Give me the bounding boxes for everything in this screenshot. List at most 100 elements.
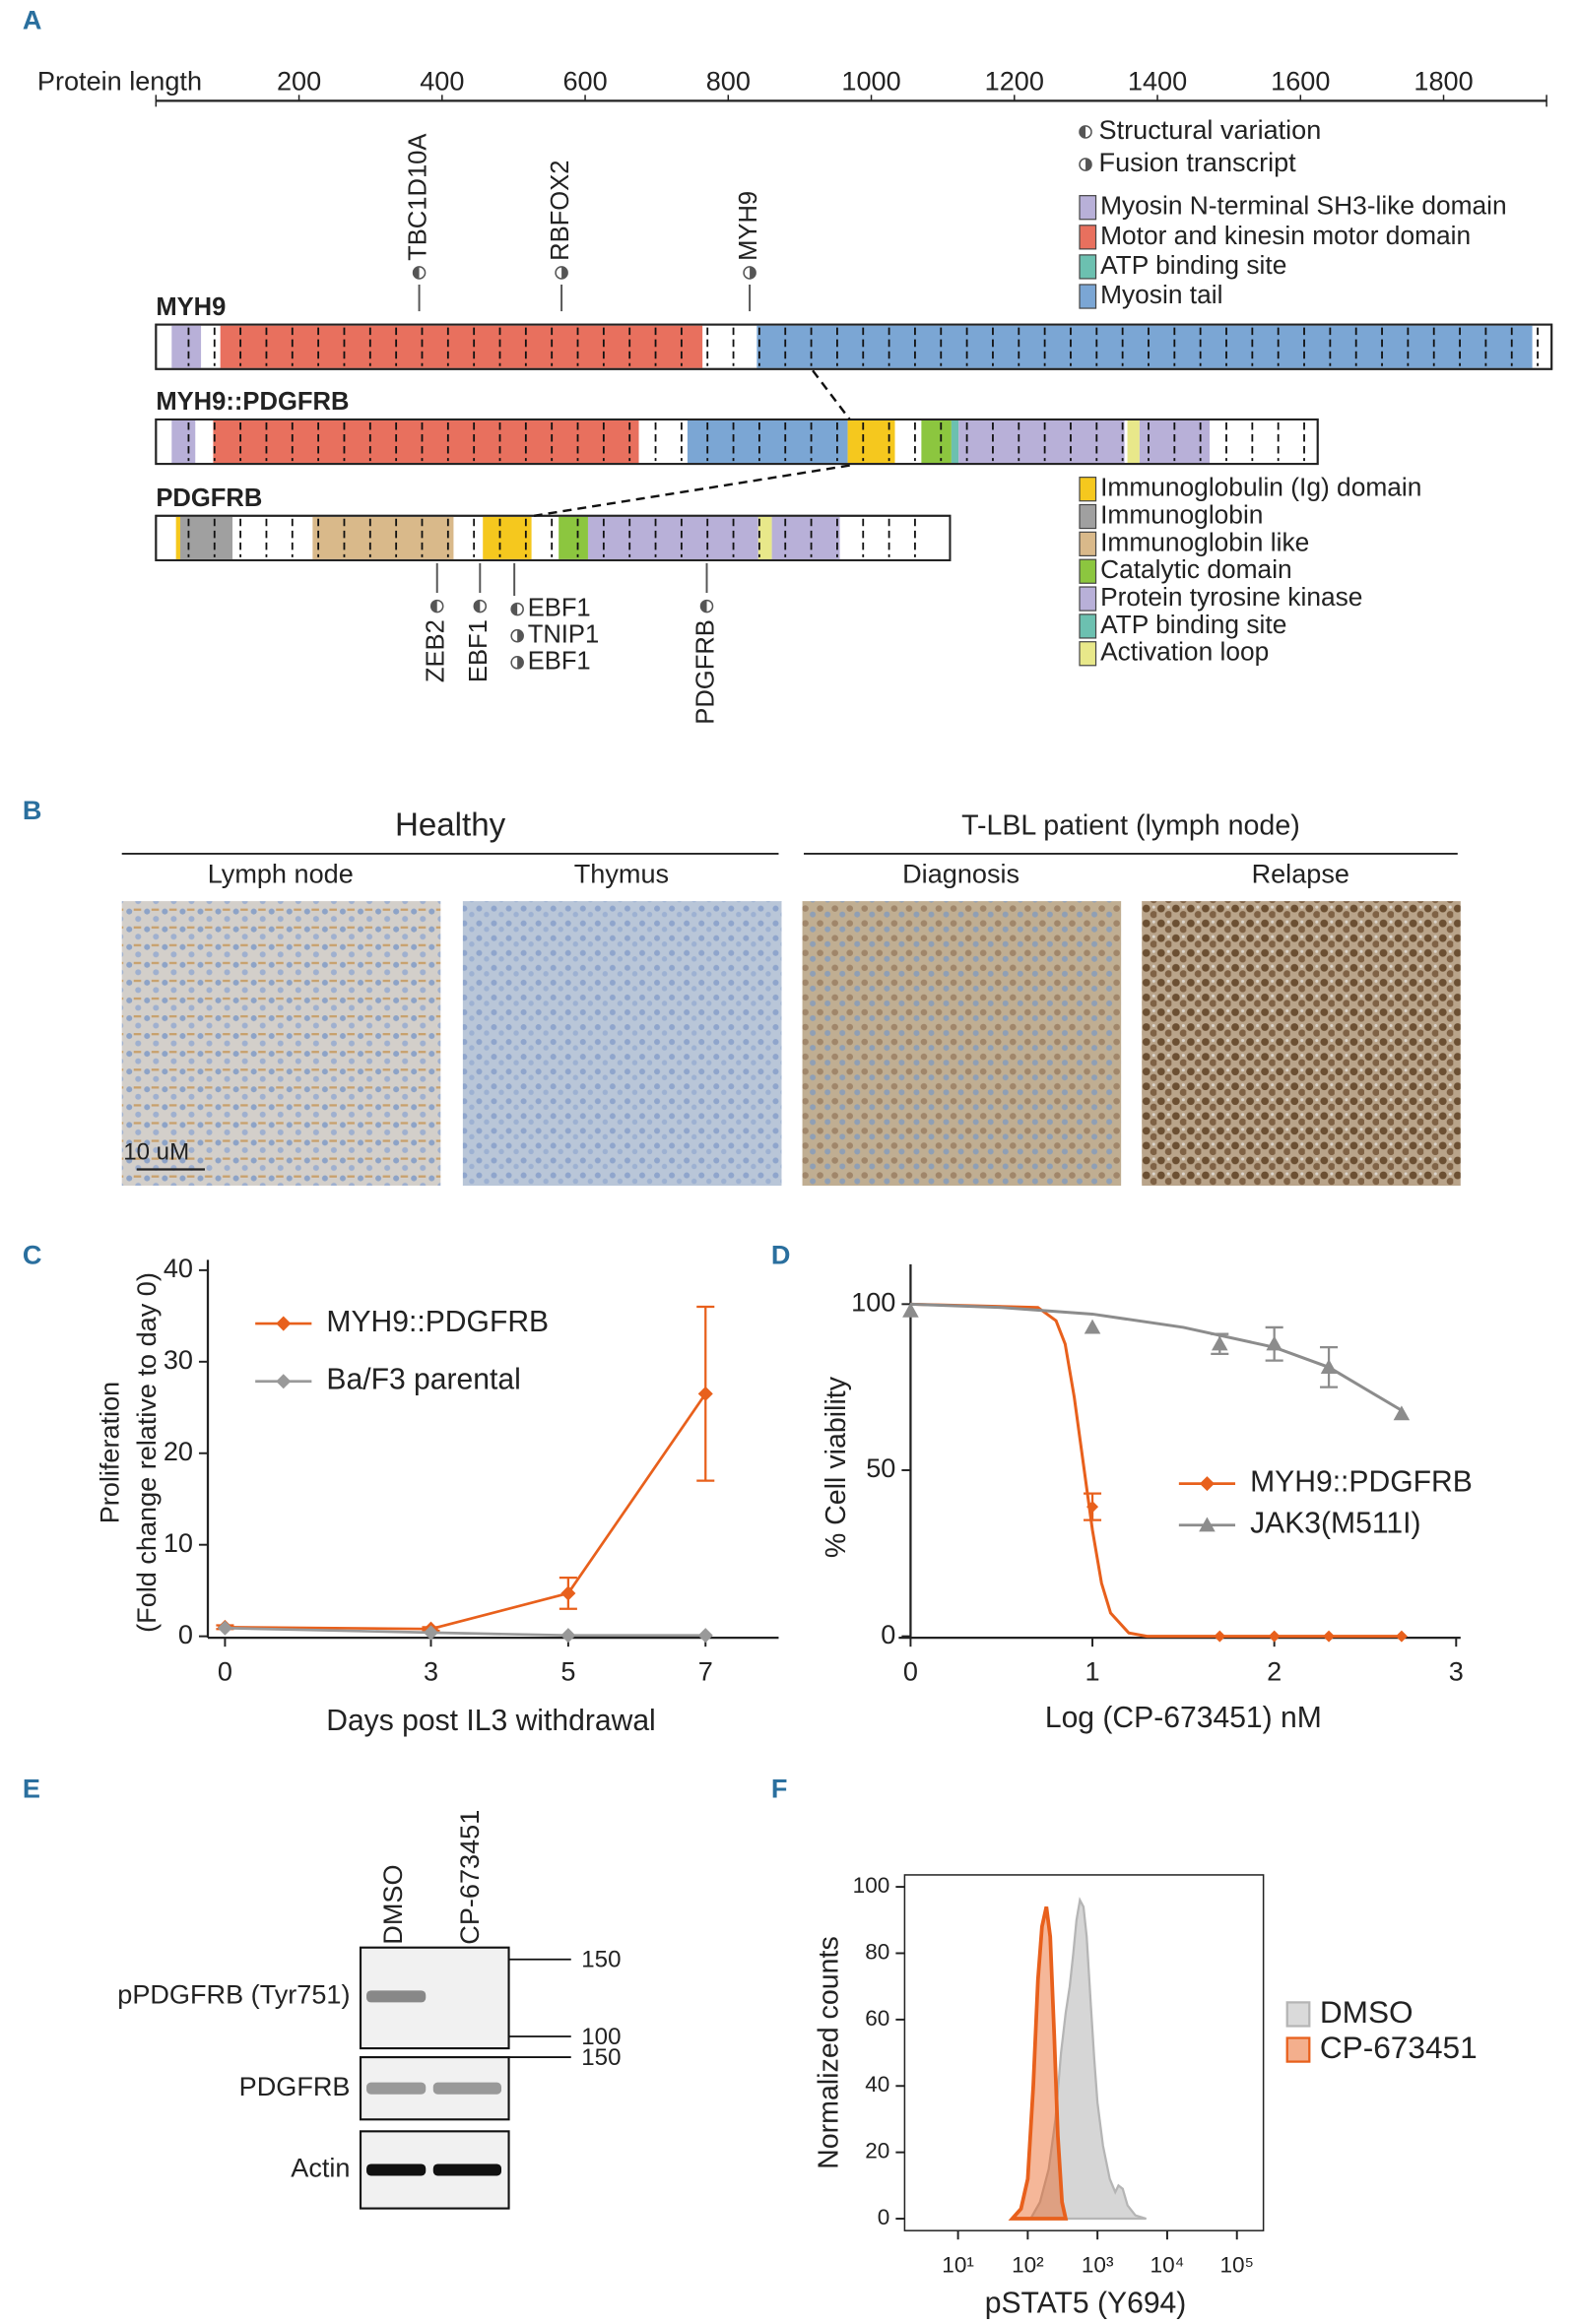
legend-label: CP-673451 [1320, 2030, 1478, 2065]
x-axis-label: pSTAT5 (Y694) [985, 2287, 1187, 2319]
data-point [560, 1628, 576, 1644]
variant-icon [517, 629, 524, 642]
x-tick-label: 10⁵ [1219, 2252, 1253, 2277]
tick-label: 800 [706, 65, 751, 96]
legend-label: Immunoglobulin (Ig) domain [1100, 473, 1421, 502]
data-point [1266, 1335, 1282, 1351]
domain [312, 516, 454, 559]
legend-marker [276, 1374, 292, 1389]
histology-image [1142, 901, 1461, 1187]
fusion-link [812, 369, 851, 420]
band [366, 1990, 427, 2003]
x-tick-label: 1 [1085, 1655, 1100, 1686]
panel-label: F [771, 1773, 788, 1803]
y-tick-label: 60 [865, 2006, 889, 2031]
blot-label: pPDGFRB (Tyr751) [117, 1979, 350, 2010]
panel-label: D [771, 1239, 791, 1269]
y-axis-label: Proliferation [94, 1382, 124, 1524]
domain [1127, 420, 1140, 464]
marker-label: 150 [581, 2044, 621, 2071]
annotation-label: TNIP1 [528, 620, 600, 648]
domain [958, 420, 1125, 464]
legend-swatch [1079, 225, 1097, 250]
tick-label: 600 [562, 65, 607, 96]
y-tick-label: 20 [164, 1436, 193, 1466]
x-tick-label: 3 [1449, 1655, 1464, 1686]
domain [213, 420, 639, 464]
legend-label: Protein tyrosine kinase [1100, 582, 1362, 612]
legend-swatch [1079, 641, 1097, 667]
domain [757, 516, 772, 559]
annotation-label: EBF1 [465, 619, 493, 682]
data-point [1395, 1630, 1408, 1643]
x-tick-label: 10¹ [942, 2252, 974, 2277]
x-axis-label: Log (CP-673451) nM [1045, 1702, 1322, 1734]
y-tick-label: 20 [865, 2139, 889, 2163]
legend-label: MYH9::PDGFRB [1250, 1466, 1473, 1499]
series-line [225, 1392, 707, 1631]
domain [687, 420, 848, 464]
x-tick-label: 3 [424, 1655, 438, 1686]
protein-name: PDGFRB [156, 484, 262, 512]
band [432, 2163, 502, 2176]
legend-swatch [1079, 531, 1097, 557]
annotation-label: ZEB2 [422, 619, 449, 682]
annotation-label: EBF1 [528, 594, 591, 621]
image-title: Diagnosis [902, 859, 1019, 889]
variant-icon [430, 600, 437, 613]
tick-label: 1200 [985, 65, 1044, 96]
band [432, 2082, 502, 2095]
group-title: Healthy [395, 807, 506, 844]
y-tick-label: 50 [866, 1452, 895, 1483]
legend-label: Activation loop [1100, 637, 1269, 667]
density-area [1008, 1905, 1069, 2221]
protein-outline [155, 323, 1553, 370]
blot-label: Actin [291, 2153, 350, 2183]
variant-icon [1085, 159, 1092, 171]
data-point [1393, 1405, 1411, 1421]
tick-label: 200 [277, 65, 321, 96]
legend-swatch [1079, 586, 1097, 612]
legend-swatch [1079, 613, 1097, 639]
legend-label: DMSO [1320, 1994, 1414, 2030]
axis-label: Protein length [37, 65, 202, 96]
group-title: T-LBL patient (lymph node) [961, 809, 1300, 841]
fusion-link [533, 464, 850, 517]
x-tick-label: 5 [560, 1655, 575, 1686]
x-tick-label: 10⁴ [1151, 2252, 1185, 2277]
data-point [1214, 1630, 1226, 1643]
panel-label: C [23, 1239, 42, 1269]
domain [587, 516, 758, 559]
legend-label: Fusion transcript [1099, 147, 1297, 177]
x-tick-label: 10³ [1082, 2252, 1114, 2277]
x-tick-label: 7 [698, 1655, 713, 1686]
legend-swatch [1079, 477, 1097, 502]
plot-frame [903, 1874, 1265, 2231]
y-tick-label: 40 [164, 1253, 193, 1283]
variant-icon [1080, 125, 1086, 138]
domain [171, 325, 202, 368]
legend-label: Structural variation [1099, 114, 1322, 145]
annotation-label: MYH9 [735, 191, 762, 261]
panel-label: A [23, 5, 42, 35]
legend-marker [1199, 1517, 1216, 1532]
domain [171, 420, 196, 464]
legend-label: Myosin N-terminal SH3-like domain [1100, 191, 1507, 221]
histology-image [462, 901, 782, 1187]
domain [220, 325, 703, 368]
legend-swatch [1079, 195, 1097, 221]
variant-icon [413, 266, 420, 279]
legend-label: Immunoglobin like [1100, 527, 1309, 556]
variant-icon [517, 656, 524, 669]
variant-icon [511, 603, 518, 615]
annotation-label: EBF1 [528, 648, 591, 676]
y-tick-label: 30 [164, 1344, 193, 1375]
protein-name: MYH9::PDGFRB [156, 388, 349, 416]
variant-icon [750, 266, 756, 279]
legend-label: MYH9::PDGFRB [326, 1306, 549, 1338]
image-title: Thymus [574, 859, 669, 889]
y-tick-label: 40 [865, 2072, 889, 2097]
legend-marker [276, 1316, 292, 1331]
marker-label: 150 [581, 1947, 621, 1973]
